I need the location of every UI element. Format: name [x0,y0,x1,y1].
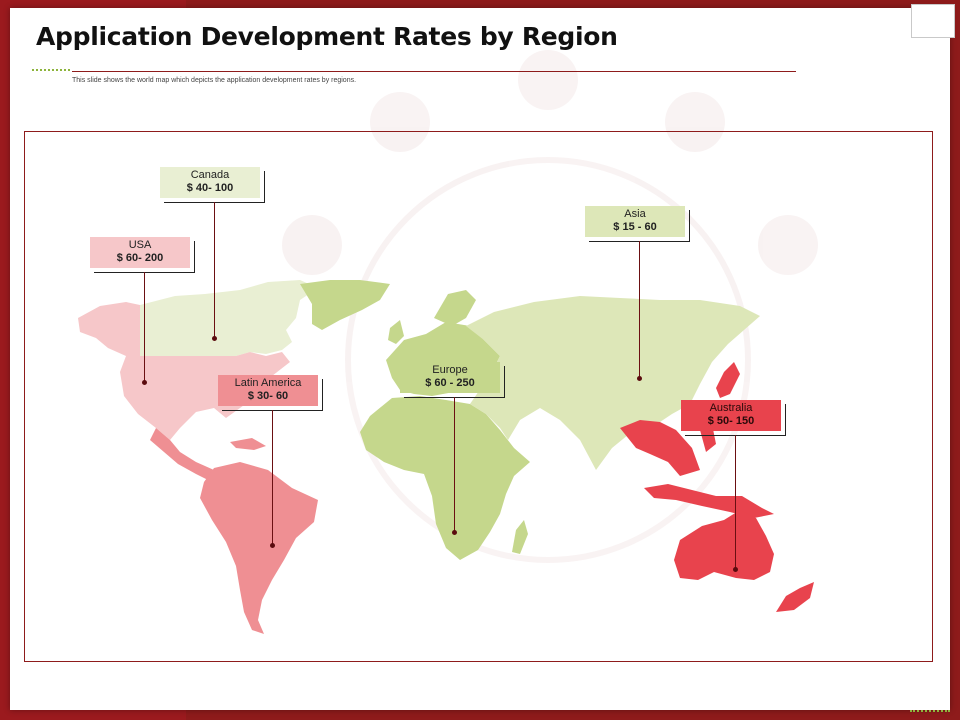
dotted-accent-bottom [910,710,950,714]
leader-latin-america [272,410,273,545]
leader-usa [144,272,145,382]
region-south-america [200,462,318,634]
region-philippines [700,424,716,452]
leader-europe [454,397,455,532]
leader-asia [639,241,640,378]
label-canada: Canada $ 40- 100 [160,167,265,203]
page-title: Application Development Rates by Region [36,22,618,51]
label-australia: Australia $ 50- 150 [681,400,786,436]
region-central-america [150,428,222,482]
pin-australia [733,567,738,572]
canada-name: Canada [190,169,230,181]
watermark-icons [282,50,818,563]
region-canada [140,280,318,356]
latin-america-value: $ 30- 60 [247,390,289,402]
region-uk [388,320,404,344]
region-alaska [78,302,140,356]
region-asia [466,296,760,470]
pin-asia [637,376,642,381]
region-scandinavia [434,290,476,326]
region-southeast-asia [620,420,700,476]
leader-canada [214,202,215,339]
asia-name: Asia [624,208,646,220]
region-greenland [300,280,390,330]
latin-america-name: Latin America [234,377,302,389]
label-latin-america: Latin America $ 30- 60 [218,375,323,411]
label-europe: Europe $ 60 - 250 [400,362,505,398]
canada-value: $ 40- 100 [186,182,234,194]
map-frame [24,131,933,662]
region-madagascar [512,520,528,554]
region-africa [360,396,530,560]
region-usa [120,352,290,440]
pin-europe [452,530,457,535]
region-australia [674,510,774,580]
australia-name: Australia [709,402,753,414]
title-divider [72,71,796,72]
australia-value: $ 50- 150 [707,415,755,427]
pin-canada [212,336,217,341]
europe-name: Europe [432,364,468,376]
usa-value: $ 60- 200 [116,252,164,264]
leader-australia [735,435,736,570]
corner-box [911,4,955,38]
page-subtitle: This slide shows the world map which dep… [72,77,357,84]
asia-value: $ 15 - 60 [613,221,657,233]
region-indonesia [644,484,774,518]
europe-value: $ 60 - 250 [425,377,475,389]
region-japan [716,362,740,398]
label-asia: Asia $ 15 - 60 [585,206,690,242]
label-usa: USA $ 60- 200 [90,237,195,273]
region-new-zealand [776,582,814,612]
usa-name: USA [128,239,152,251]
pin-latin-america [270,543,275,548]
dotted-accent [32,69,70,73]
region-caribbean [230,438,266,450]
pin-usa [142,380,147,385]
